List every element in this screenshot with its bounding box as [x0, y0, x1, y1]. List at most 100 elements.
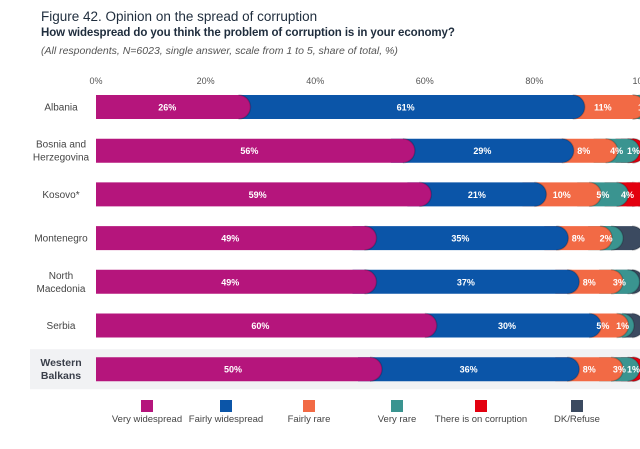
category-label: North Macedonia [37, 271, 86, 295]
bar-segment-shadow [631, 269, 640, 295]
legend-swatch [571, 400, 583, 412]
figure-subtitle: How widespread do you think the problem … [41, 27, 455, 39]
bar-value-label: 4% [610, 146, 623, 156]
chart-legend: Very widespread Fairly widespread Fairly r… [0, 400, 640, 440]
bar-segment [96, 226, 377, 251]
bar-value-label: 8% [583, 277, 596, 287]
bar-value-label: 1% [627, 146, 640, 156]
bar-segment-shadow [616, 312, 630, 339]
bar-value-label: 1% [616, 321, 629, 331]
bar-segment [96, 357, 382, 382]
bar-value-label: 37% [457, 277, 475, 287]
legend-item: Very rare [337, 400, 457, 425]
bar-segment-shadow [534, 181, 548, 208]
bar-value-label: 61% [397, 103, 415, 113]
category-label-line: Albania [44, 103, 78, 114]
bar-segment-shadow [364, 225, 378, 251]
bar-value-label: 4% [621, 190, 634, 200]
stacked-bar-chart: 0% 20% 40% 60% 80% 100% Albania Bosnia and Herz… [30, 76, 640, 390]
category-label: Montenegro [34, 234, 88, 245]
figure-note: (All respondents, N=6023, single answer,… [41, 45, 398, 57]
bar-segment-shadow [589, 312, 602, 339]
bar-value-label: 26% [158, 103, 176, 113]
bar-segment-shadow [600, 225, 613, 251]
bar-segment-shadow [631, 312, 640, 339]
bar-value-label: 29% [473, 146, 491, 156]
category-label-line: North [49, 271, 73, 282]
bar-segment [358, 357, 580, 382]
bar-segment-shadow [632, 137, 640, 164]
bar-segment-shadow [556, 225, 570, 251]
legend-label: DK/Refuse [554, 414, 600, 425]
legend-label: Very widespread [111, 414, 183, 425]
category-label-line: Macedonia [37, 284, 86, 295]
bar-segment-shadow [402, 137, 416, 164]
bar-value-label: 8% [572, 234, 585, 244]
category-label: Albania [44, 103, 78, 114]
bar-segment [96, 138, 415, 163]
legend-item: Very widespread [87, 400, 207, 425]
bar-segment-shadow [632, 94, 640, 120]
x-tick-label: 40% [306, 76, 324, 86]
bar-value-label: 59% [249, 190, 267, 200]
figure-title: Figure 42. Opinion on the spread of corr… [41, 9, 318, 24]
category-label: Serbia [47, 321, 76, 332]
legend-swatch [391, 400, 403, 412]
bar-segment [407, 182, 547, 207]
x-tick-label: 100% [632, 76, 640, 86]
bar-segment-shadow [622, 312, 635, 339]
bar-value-label: 60% [251, 321, 269, 331]
bar-segment-shadow [424, 312, 438, 339]
bar-segment-shadow [616, 181, 630, 208]
legend-label: Fairly rare [287, 414, 331, 425]
legend-swatch [303, 400, 315, 412]
bar-value-label: 3% [613, 365, 626, 375]
legend-item: There is on corruption [421, 400, 541, 425]
legend-label: There is on corruption [434, 414, 528, 425]
bar-value-label: 5% [596, 321, 609, 331]
category-label-line: Serbia [47, 321, 76, 332]
bar-value-label: 35% [451, 234, 469, 244]
bar-segment-shadow [364, 269, 378, 295]
bar-segment [390, 138, 574, 163]
legend-label: Very rare [377, 414, 417, 425]
bar-value-label: 1% [627, 365, 640, 375]
bar-segment-shadow [238, 94, 252, 120]
bar-value-label: 56% [240, 146, 258, 156]
bar-value-label: 30% [498, 321, 516, 331]
bar-segment-shadow [611, 356, 624, 382]
legend-item: Fairly widespread [166, 400, 286, 425]
bar-segment-shadow [589, 181, 602, 208]
bar-segment [412, 313, 602, 338]
category-label: Kosovo* [42, 190, 79, 201]
category-label-line: Herzegovina [33, 153, 90, 164]
bar-value-label: 11% [594, 103, 612, 113]
bar-value-label: 5% [596, 190, 609, 200]
category-label-line: Montenegro [34, 234, 88, 245]
legend-label: Fairly widespread [188, 414, 264, 425]
bar-value-label: 36% [460, 365, 478, 375]
bar-segment-shadow [419, 181, 433, 208]
x-tick-label: 80% [525, 76, 543, 86]
legend-item: DK/Refuse [517, 400, 637, 425]
bar-segment [96, 313, 437, 338]
category-label-line: Western [40, 357, 81, 369]
legend-swatch [475, 400, 487, 412]
bar-segment [96, 95, 251, 119]
category-label: Bosnia and Herzegovina [33, 140, 90, 164]
bar-segment [96, 182, 432, 207]
category-label-line: Balkans [41, 370, 81, 382]
bar-segment [96, 269, 377, 294]
bar-segment-shadow [567, 269, 581, 295]
bar-value-label: 49% [221, 277, 239, 287]
bar-value-label: 10% [553, 190, 571, 200]
bar-value-label: 2% [600, 234, 613, 244]
legend-swatch [220, 400, 232, 412]
bar-value-label: 21% [468, 190, 486, 200]
legend-item: Fairly rare [249, 400, 369, 425]
category-label-line: Kosovo* [42, 190, 79, 201]
bar-segment-shadow [632, 356, 640, 382]
category-label-line: Bosnia and [36, 140, 86, 151]
bar-segment-shadow [631, 225, 640, 251]
bar-segment-shadow [605, 137, 619, 164]
